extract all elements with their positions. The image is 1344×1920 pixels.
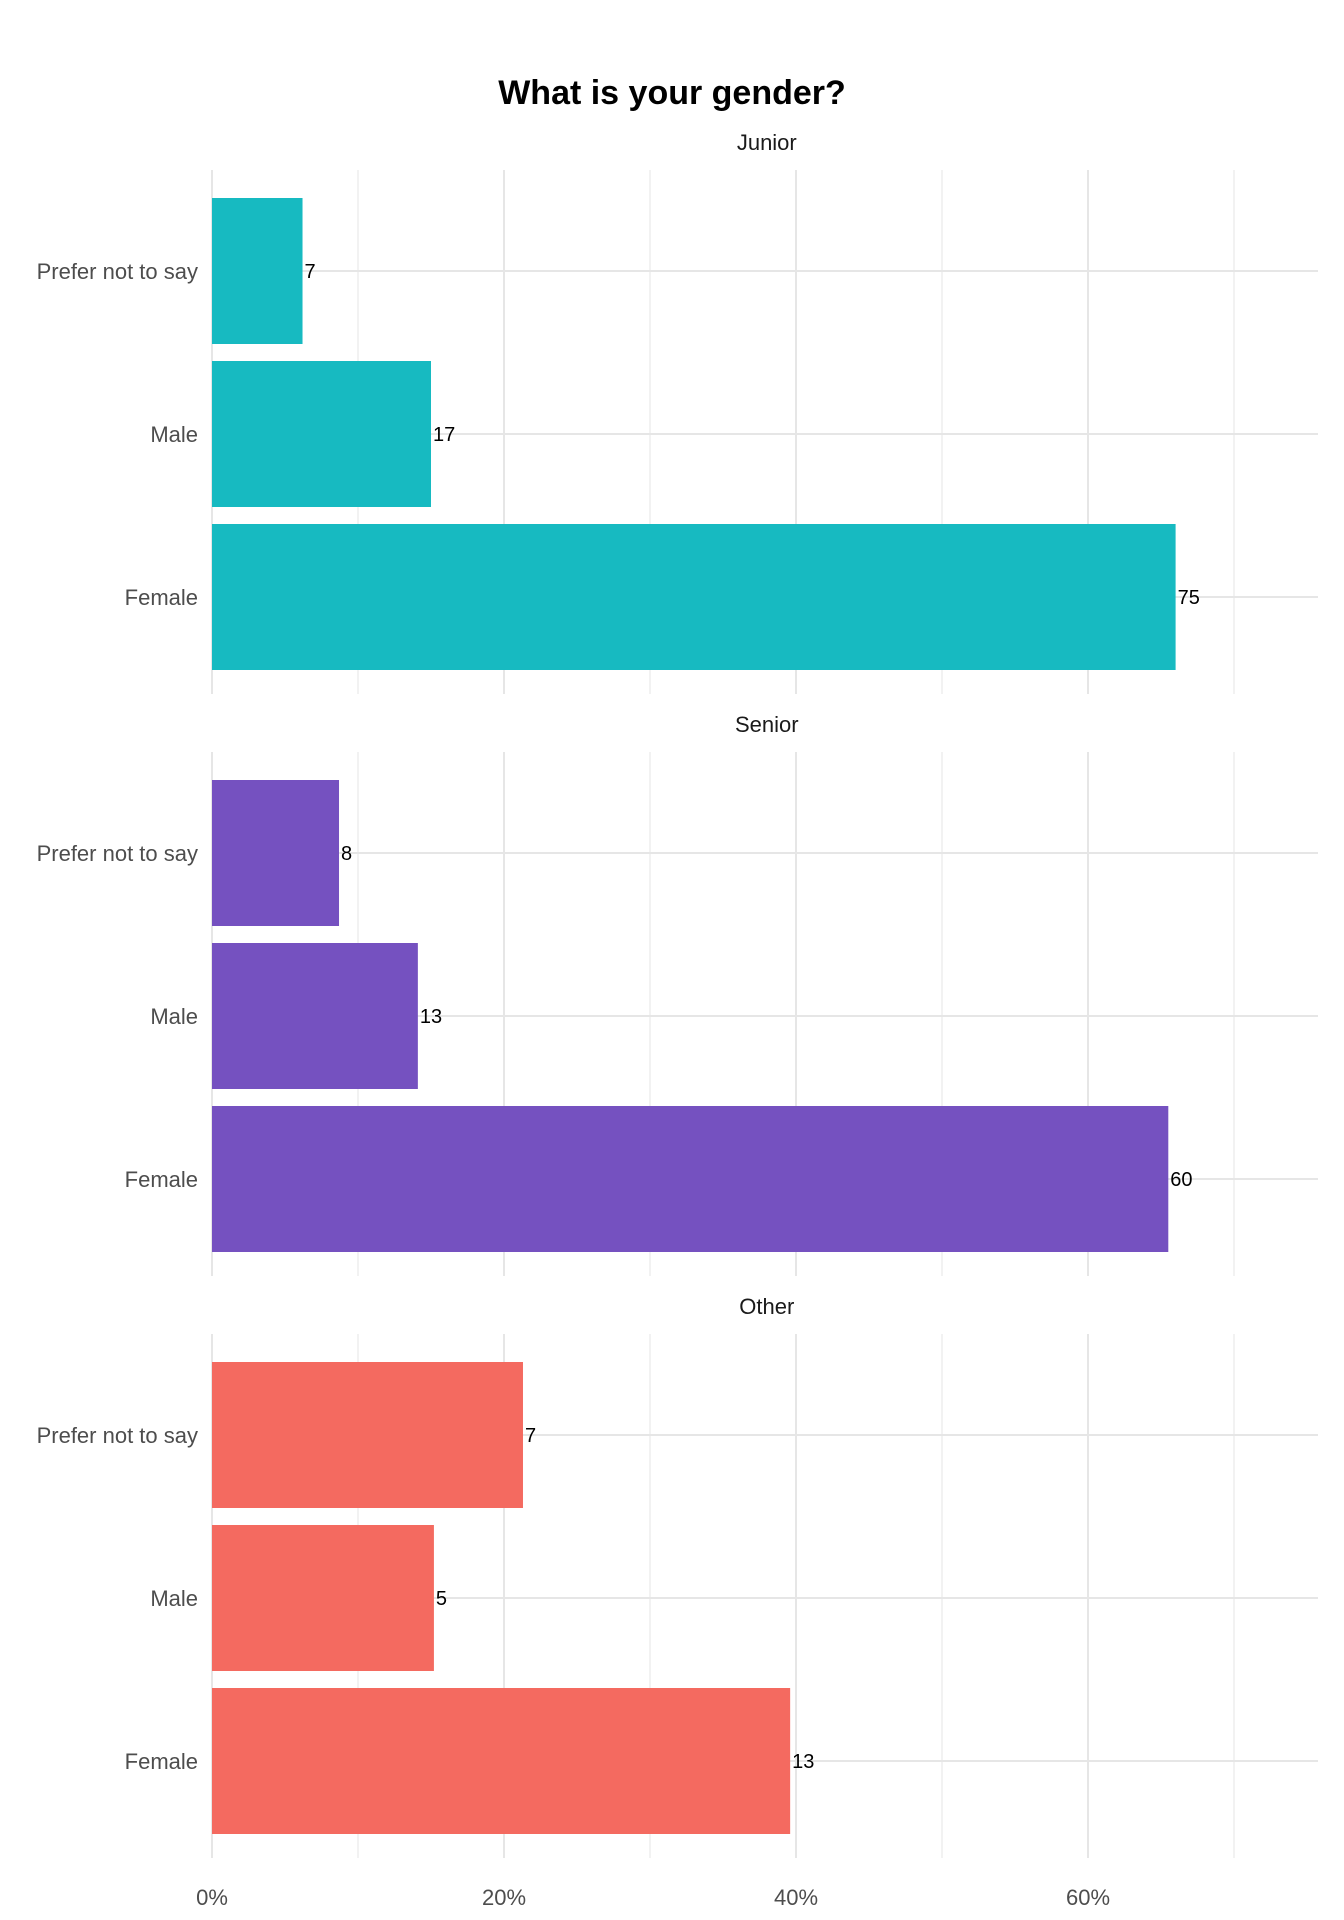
- facet-strip-label: Senior: [735, 712, 799, 737]
- bar-other-male: [212, 1525, 434, 1671]
- bar-junior-prefer-not-to-say: [212, 198, 303, 344]
- facet-panel-junior: Junior 7 Prefer not to say 17 Male 75 Female: [37, 130, 1318, 694]
- bar-senior-female: [212, 1106, 1169, 1252]
- data-label: 60: [1170, 1169, 1192, 1191]
- facet-panel-other: Other 7 Prefer not to say 5 Male 13 Female: [37, 1294, 1318, 1858]
- category-label: Prefer not to say: [37, 259, 198, 284]
- facet-strip-label: Other: [739, 1294, 794, 1319]
- category-label: Prefer not to say: [37, 1423, 198, 1448]
- category-label: Female: [125, 1167, 198, 1192]
- category-label: Female: [125, 585, 198, 610]
- bar-senior-male: [212, 943, 418, 1089]
- bar-junior-female: [212, 524, 1176, 670]
- category-label: Male: [150, 1004, 198, 1029]
- x-tick-label: 0%: [196, 1885, 228, 1910]
- data-label: 7: [305, 261, 316, 283]
- data-label: 13: [420, 1006, 442, 1028]
- data-label: 5: [436, 1588, 447, 1610]
- bar-other-female: [212, 1688, 791, 1834]
- bar-other-prefer-not-to-say: [212, 1362, 523, 1508]
- data-label: 7: [525, 1425, 536, 1447]
- category-label: Male: [150, 422, 198, 447]
- category-label: Prefer not to say: [37, 841, 198, 866]
- data-label: 13: [792, 1751, 814, 1773]
- facet-panel-senior: Senior 8 Prefer not to say 13 Male 60 Female: [37, 712, 1318, 1276]
- x-axis: 0% 20% 40% 60%: [196, 1885, 1110, 1910]
- category-label: Female: [125, 1749, 198, 1774]
- category-label: Male: [150, 1586, 198, 1611]
- facet-strip-label: Junior: [737, 130, 797, 155]
- bar-senior-prefer-not-to-say: [212, 780, 340, 926]
- x-tick-label: 60%: [1066, 1885, 1110, 1910]
- x-tick-label: 40%: [774, 1885, 818, 1910]
- bar-junior-male: [212, 361, 431, 507]
- chart-title: What is your gender?: [498, 74, 846, 112]
- data-label: 75: [1178, 587, 1200, 609]
- data-label: 17: [433, 424, 455, 446]
- data-label: 8: [341, 843, 352, 865]
- x-tick-label: 20%: [482, 1885, 526, 1910]
